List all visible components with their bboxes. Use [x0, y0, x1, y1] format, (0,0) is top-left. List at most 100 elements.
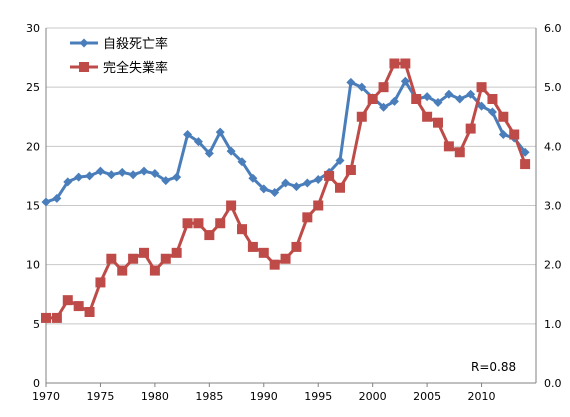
data-point-unemployment: [51, 312, 62, 323]
right-tick-label: 4.0: [544, 140, 562, 153]
data-point-unemployment: [62, 295, 73, 306]
x-axis-ticks: 1970 1975 1980 1985 1990 1995 2000 2005 2010: [32, 383, 496, 403]
left-tick-label: 20: [26, 140, 40, 153]
x-tick-label: 1985: [195, 390, 223, 403]
data-point-suicide: [52, 193, 62, 203]
data-point-suicide: [281, 178, 291, 188]
data-point-unemployment: [367, 94, 378, 104]
data-point-unemployment: [433, 117, 443, 128]
left-tick-label: 5: [33, 318, 40, 331]
data-point-suicide: [422, 92, 432, 102]
x-tick-label: 2000: [359, 390, 387, 403]
left-axis-ticks: 0 5 10 15 20 25 30: [26, 22, 40, 390]
data-point-unemployment: [476, 82, 487, 93]
right-axis-ticks: 0.0 1.0 2.0 3.0 4.0 5.0 6.0: [544, 22, 562, 390]
data-point-suicide: [400, 76, 410, 86]
data-point-unemployment: [160, 253, 171, 264]
left-tick-label: 30: [26, 22, 40, 35]
data-point-suicide: [226, 146, 236, 156]
correlation-annotation: R=0.88: [471, 360, 516, 374]
data-point-suicide: [85, 171, 95, 181]
data-point-unemployment: [411, 94, 422, 104]
data-point-suicide: [183, 130, 193, 139]
data-point-suicide: [204, 148, 214, 158]
data-point-suicide: [302, 178, 312, 188]
x-tick-label: 2010: [468, 390, 496, 403]
data-point-suicide: [313, 174, 323, 184]
data-point-suicide: [106, 170, 116, 180]
data-point-suicide: [477, 101, 487, 111]
data-point-suicide: [117, 167, 127, 177]
data-point-unemployment: [149, 265, 160, 276]
data-point-unemployment: [280, 253, 291, 264]
data-point-suicide: [498, 130, 508, 139]
data-point-unemployment: [487, 94, 498, 104]
left-tick-label: 25: [26, 81, 40, 94]
series-markers: [41, 58, 531, 323]
right-tick-label: 2.0: [544, 259, 562, 272]
legend-label-unemployment: 完全失業率: [103, 60, 168, 76]
data-point-unemployment: [389, 58, 400, 69]
data-point-unemployment: [247, 241, 258, 252]
data-point-suicide: [357, 82, 367, 92]
data-point-unemployment: [422, 111, 433, 122]
left-tick-label: 0: [33, 377, 40, 390]
data-point-unemployment: [171, 247, 182, 258]
data-point-unemployment: [313, 200, 324, 211]
data-point-suicide: [270, 187, 280, 197]
data-point-unemployment: [182, 218, 193, 229]
data-point-suicide: [487, 107, 497, 117]
data-point-suicide: [41, 197, 51, 207]
data-point-suicide: [520, 147, 530, 157]
data-point-suicide: [291, 182, 301, 192]
right-tick-label: 3.0: [544, 200, 562, 213]
data-point-unemployment: [335, 182, 345, 193]
data-point-suicide: [346, 77, 356, 87]
data-point-unemployment: [520, 159, 531, 170]
data-point-unemployment: [465, 123, 476, 134]
legend-label-suicide: 自殺死亡率: [103, 36, 168, 52]
data-point-unemployment: [454, 147, 465, 158]
series-lines: [45, 62, 527, 320]
data-point-unemployment: [356, 111, 367, 122]
data-point-suicide: [150, 169, 160, 179]
left-tick-label: 15: [26, 200, 40, 213]
data-point-unemployment: [117, 265, 128, 276]
x-tick-label: 1990: [250, 390, 278, 403]
left-tick-label: 10: [26, 259, 40, 272]
data-point-suicide: [248, 173, 258, 183]
data-point-suicide: [95, 166, 105, 176]
data-point-unemployment: [237, 224, 247, 235]
data-point-unemployment: [73, 301, 84, 312]
data-point-unemployment: [139, 247, 149, 258]
data-point-suicide: [466, 89, 476, 99]
legend-marker-suicide: [79, 38, 89, 48]
x-tick-label: 1995: [304, 390, 332, 403]
x-tick-label: 1975: [86, 390, 114, 403]
right-tick-label: 5.0: [544, 81, 562, 94]
x-tick-label: 2005: [413, 390, 441, 403]
data-point-unemployment: [204, 230, 215, 241]
data-point-unemployment: [269, 259, 280, 270]
data-point-unemployment: [128, 253, 139, 264]
right-tick-label: 6.0: [544, 22, 562, 35]
data-point-suicide: [433, 98, 443, 108]
data-point-unemployment: [509, 129, 520, 140]
data-point-suicide: [193, 137, 203, 147]
data-point-unemployment: [291, 241, 302, 252]
right-tick-label: 1.0: [544, 318, 562, 331]
data-point-suicide: [63, 177, 73, 187]
data-point-unemployment: [378, 82, 389, 93]
data-point-unemployment: [41, 312, 51, 323]
data-point-unemployment: [193, 218, 204, 229]
legend: 自殺死亡率 完全失業率: [70, 36, 168, 76]
data-point-unemployment: [95, 277, 106, 288]
data-point-suicide: [444, 89, 454, 99]
data-point-suicide: [389, 96, 399, 106]
data-point-unemployment: [302, 212, 313, 223]
data-point-suicide: [335, 156, 345, 166]
data-point-unemployment: [324, 170, 335, 181]
x-tick-label: 1980: [141, 390, 169, 403]
series-line-1: [46, 62, 527, 320]
